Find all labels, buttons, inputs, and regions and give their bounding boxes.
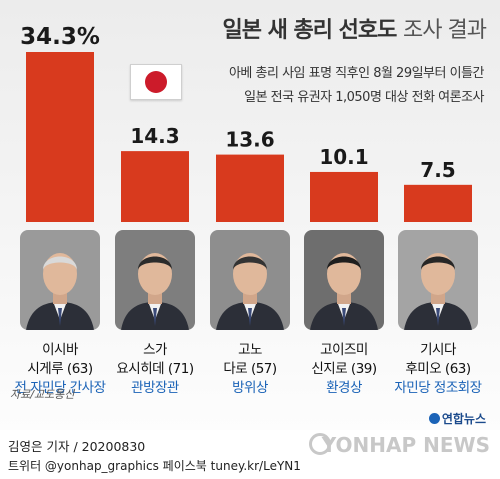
candidate-role-5: 자민당 정조회장	[394, 380, 482, 396]
candidate-name-1: 이시바	[42, 342, 78, 358]
candidate-name-3: 고노	[238, 342, 262, 358]
candidate-given-name: 신지로	[311, 361, 348, 377]
bar-2	[121, 151, 189, 222]
yonhap-logo-icon	[428, 413, 440, 424]
subtitle-line-2: 일본 전국 유권자 1,050명 대상 전화 여론조사	[244, 90, 484, 105]
candidate-role-2: 관방장관	[131, 380, 179, 396]
candidate-given-name: 요시히데	[116, 361, 165, 377]
candidate-name-4: 고이즈미	[320, 342, 368, 358]
candidate-role-1: 전 자민당 간사장	[14, 380, 106, 396]
candidate-photo-5	[398, 230, 478, 330]
candidate-fullname-5: 후미오 (63)	[382, 357, 494, 377]
bar-1	[26, 52, 94, 222]
source-note: 자료/교도통신	[10, 388, 75, 401]
bar-chart: 34.3% 14.3 13.6 10.1 7.5	[20, 24, 472, 222]
footer	[0, 430, 500, 479]
candidate-age: (57)	[250, 361, 277, 377]
candidate-given-name: 시게루	[27, 361, 64, 377]
bar-value-label-4: 10.1	[319, 145, 368, 169]
chart-title-light: 조사 결과	[403, 18, 487, 43]
candidate-given-name: 후미오	[405, 361, 442, 377]
social-links: 트위터 @yonhap_graphics 페이스북 tuney.kr/LeYN1	[8, 459, 301, 473]
candidate-age: (63)	[66, 361, 93, 377]
candidate-photo-3	[210, 230, 290, 330]
candidate-age: (71)	[167, 361, 194, 377]
candidate-fullname-1: 시게루 (63)	[4, 357, 116, 377]
bar-3	[216, 154, 284, 222]
bar-4	[310, 171, 378, 222]
subtitle-line-1: 아베 총리 사임 표명 직후인 8월 29일부터 이틀간	[228, 66, 485, 81]
candidate-role-3: 방위상	[232, 380, 268, 396]
bar-value-label-3: 13.6	[225, 128, 274, 152]
candidate-fullname-3: 다로 (57)	[194, 357, 306, 377]
yonhap-logo: 연합뉴스	[428, 410, 486, 427]
watermark-logo-icon	[309, 433, 331, 455]
candidate-photo-2	[115, 230, 195, 330]
chart-title-bold: 일본 새 총리 선호도	[222, 18, 397, 43]
candidate-age: (39)	[350, 361, 377, 377]
japan-flag-icon	[130, 64, 182, 100]
bar-value-label-2: 14.3	[130, 124, 179, 148]
candidate-age: (63)	[444, 361, 471, 377]
bar-5	[404, 184, 472, 222]
candidate-name-2: 스가	[143, 342, 167, 358]
candidate-photo-1	[20, 230, 100, 330]
candidate-fullname-4: 신지로 (39)	[288, 357, 400, 377]
watermark: YONHAP NEWS	[321, 433, 490, 457]
bar-value-label-5: 7.5	[420, 158, 455, 182]
yonhap-logo-text: 연합뉴스	[441, 412, 486, 426]
candidate-fullname-2: 요시히데 (71)	[99, 357, 211, 377]
candidate-role-4: 환경상	[326, 380, 362, 396]
chart-title: 일본 새 총리 선호도 조사 결과	[222, 12, 487, 44]
bar-value-label-1: 34.3%	[20, 24, 100, 50]
reporter-credit: 김영은 기자 / 20200830	[8, 439, 146, 454]
candidate-name-5: 기시다	[420, 342, 456, 358]
candidate-photo-4	[304, 230, 384, 330]
candidate-given-name: 다로	[223, 361, 248, 377]
